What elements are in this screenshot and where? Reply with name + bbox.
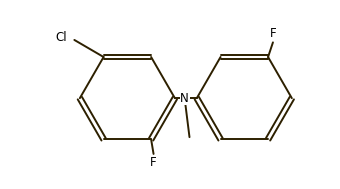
Text: F: F — [150, 156, 157, 169]
Text: Cl: Cl — [55, 31, 67, 44]
Text: F: F — [270, 27, 276, 40]
Text: N: N — [180, 92, 189, 105]
